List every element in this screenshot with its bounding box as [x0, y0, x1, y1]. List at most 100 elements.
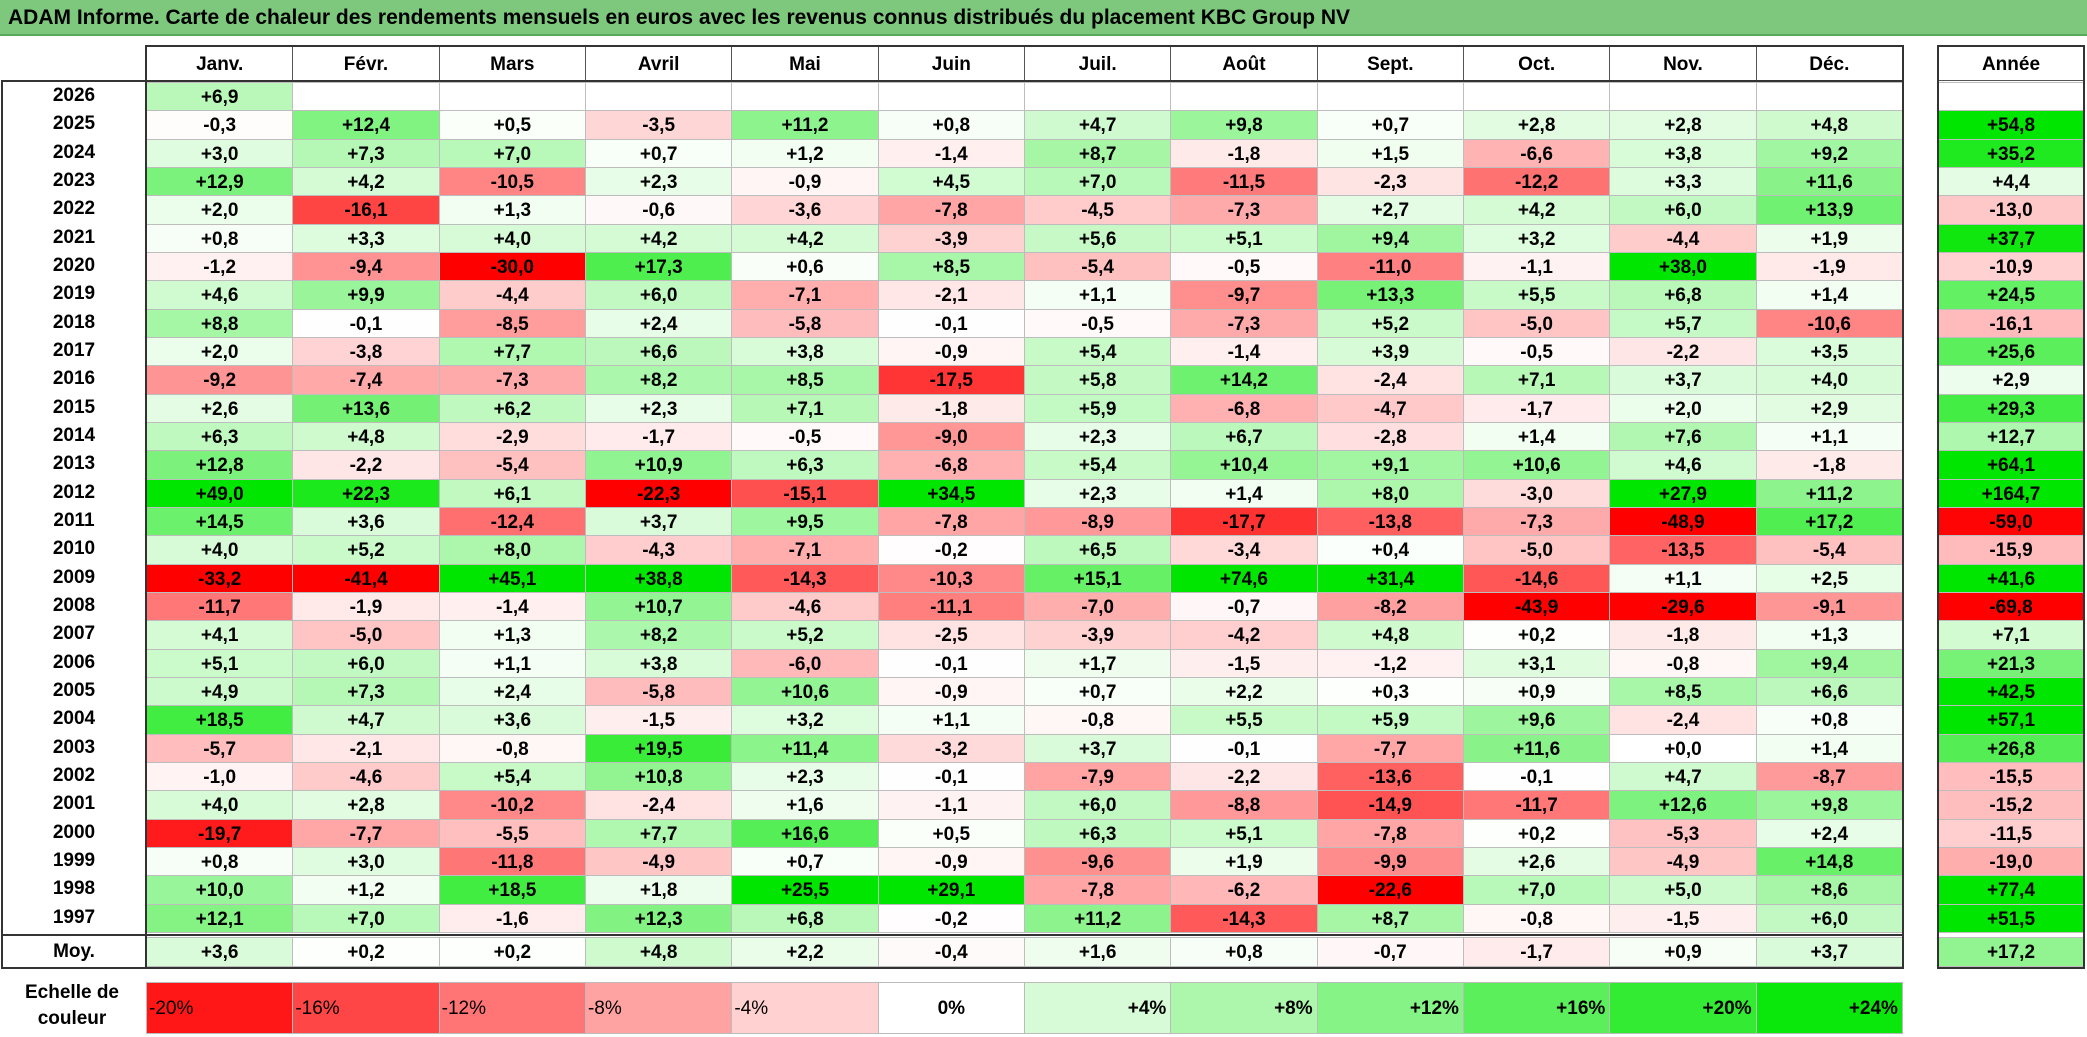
heatmap-cell: +0,0 [1609, 733, 1757, 763]
heatmap-cell: +74,6 [1170, 563, 1318, 593]
heatmap-cell: +2,7 [1316, 195, 1464, 225]
year-label-2014: 2014 [2, 421, 146, 451]
heatmap-cell: -7,3 [1170, 308, 1318, 338]
heatmap-cell: +45,1 [438, 563, 586, 593]
heatmap-cell: +8,2 [584, 365, 733, 395]
heatmap-cell: +3,2 [1462, 223, 1611, 253]
color-scale-stop: +20% [1609, 982, 1757, 1034]
heatmap-cell: -4,7 [1316, 393, 1464, 423]
heatmap-cell: +10,8 [584, 761, 733, 792]
heatmap-cell: -3,0 [1462, 478, 1611, 508]
heatmap-cell: +5,1 [1170, 223, 1318, 253]
average-cell: +0,2 [292, 937, 440, 967]
heatmap-cell: +38,8 [584, 563, 733, 593]
heatmap-cell: -0,1 [877, 308, 1025, 338]
heatmap-cell: +3,5 [1755, 336, 1903, 367]
year-label-1999: 1999 [2, 846, 146, 876]
average-cell: +0,9 [1609, 937, 1757, 967]
heatmap-cell: +9,4 [1755, 648, 1903, 678]
heatmap-cell: +3,3 [1609, 166, 1757, 197]
year-label-2009: 2009 [2, 563, 146, 592]
heatmap-cell: +9,6 [1462, 705, 1611, 735]
heatmap-cell: +5,6 [1023, 223, 1172, 253]
heatmap-cell: +4,7 [292, 705, 440, 735]
heatmap-cell: -4,4 [1609, 223, 1757, 253]
heatmap-cell: -2,2 [1609, 336, 1757, 367]
heatmap-cell: +3,2 [731, 705, 879, 735]
heatmap-cell: +3,7 [584, 506, 733, 537]
year-label-2002: 2002 [2, 761, 146, 791]
heatmap-cell: +7,3 [292, 676, 440, 707]
heatmap-cell: +10,9 [584, 450, 733, 480]
heatmap-cell: +10,6 [1462, 450, 1611, 480]
heatmap-cell: +1,7 [1023, 648, 1172, 678]
heatmap-cell: -4,2 [1170, 620, 1318, 650]
year-label-2021: 2021 [2, 223, 146, 252]
heatmap-cell: +0,7 [1316, 110, 1464, 140]
heatmap-cell: +7,1 [1462, 365, 1611, 395]
heatmap-cell: +12,6 [1609, 790, 1757, 820]
heatmap-cell: -0,9 [731, 166, 879, 197]
heatmap-cell: +8,8 [146, 308, 294, 338]
annual-cell: -16,1 [1938, 308, 2084, 338]
year-label-1998: 1998 [2, 875, 146, 904]
heatmap-cell: +1,4 [1170, 478, 1318, 508]
heatmap-cell: -4,3 [584, 535, 733, 565]
heatmap-cell: +8,0 [1316, 478, 1464, 508]
heatmap-cell: +1,1 [877, 705, 1025, 735]
month-header-6: Juin [877, 46, 1025, 81]
annual-cell: -15,2 [1938, 790, 2084, 820]
month-header-9: Sept. [1316, 46, 1464, 81]
annual-cell: +2,9 [1938, 365, 2084, 395]
heatmap-cell: -2,1 [877, 280, 1025, 310]
heatmap-cell: +29,1 [877, 875, 1025, 905]
heatmap-cell: -5,7 [146, 733, 294, 763]
heatmap-cell: +1,1 [1755, 421, 1903, 452]
heatmap-cell: -6,6 [1462, 138, 1611, 168]
heatmap-cell: +7,0 [292, 903, 440, 933]
heatmap-cell: +7,6 [1609, 421, 1757, 452]
heatmap-cell: -8,8 [1170, 790, 1318, 820]
heatmap-cell: +5,9 [1023, 393, 1172, 423]
annual-cell: +7,1 [1938, 620, 2084, 650]
heatmap-cell: -1,4 [877, 138, 1025, 168]
heatmap-cell: +1,4 [1755, 280, 1903, 310]
heatmap-cell: +1,8 [584, 875, 733, 905]
heatmap-cell: +2,3 [731, 761, 879, 792]
heatmap-cell: +0,8 [146, 223, 294, 253]
annual-cell: +37,7 [1938, 223, 2084, 253]
heatmap-cell: +11,6 [1462, 733, 1611, 763]
heatmap-cell: +9,9 [292, 280, 440, 310]
heatmap-cell: -5,4 [1023, 251, 1172, 282]
heatmap-cell: +0,4 [1316, 535, 1464, 565]
heatmap-cell: -0,9 [877, 336, 1025, 367]
heatmap-cell [1170, 82, 1318, 112]
heatmap-cell: +14,5 [146, 506, 294, 537]
heatmap-cell: +8,2 [584, 620, 733, 650]
color-scale-stop: 0% [877, 982, 1025, 1034]
heatmap-cell: +6,8 [731, 903, 879, 933]
year-label-2018: 2018 [2, 308, 146, 337]
year-label-1997: 1997 [2, 903, 146, 932]
heatmap-cell: +14,8 [1755, 846, 1903, 877]
heatmap-cell: -41,4 [292, 563, 440, 593]
color-scale-stop: +8% [1170, 982, 1318, 1034]
year-label-2011: 2011 [2, 506, 146, 536]
annual-cell: -59,0 [1938, 506, 2084, 537]
heatmap-cell: -11,7 [1462, 790, 1611, 820]
heatmap-cell: -0,5 [1462, 336, 1611, 367]
heatmap-cell: -9,2 [146, 365, 294, 395]
heatmap-cell: -0,1 [877, 761, 1025, 792]
heatmap-cell: -5,4 [438, 450, 586, 480]
heatmap-cell: -0,5 [731, 421, 879, 452]
year-label-2003: 2003 [2, 733, 146, 762]
heatmap-cell: +3,9 [1316, 336, 1464, 367]
heatmap-cell: +6,6 [584, 336, 733, 367]
heatmap-cell: -19,7 [146, 818, 294, 848]
heatmap-cell: +6,1 [438, 478, 586, 508]
year-label-2001: 2001 [2, 790, 146, 819]
month-header-12: Déc. [1755, 46, 1903, 81]
heatmap-cell: +2,6 [146, 393, 294, 423]
heatmap-cell: -0,8 [438, 733, 586, 763]
heatmap-cell: +5,2 [292, 535, 440, 565]
